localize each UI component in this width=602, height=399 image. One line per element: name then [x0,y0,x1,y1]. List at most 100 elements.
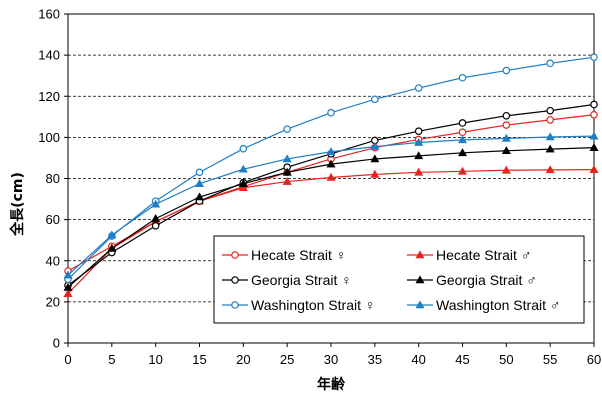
legend-label: Washington Strait ♂ [436,297,560,313]
data-point [238,183,248,192]
data-point [194,192,205,201]
legend-entry: Hecate Strait ♀ [222,247,346,263]
data-point [414,151,424,160]
data-point [545,144,555,153]
data-point [282,167,292,176]
data-point [545,165,555,174]
series-lines [63,53,599,297]
data-point [590,53,598,61]
data-point [414,127,423,136]
y-tick-label: 160 [38,7,60,22]
data-point [502,111,511,120]
x-tick-label: 25 [280,352,294,367]
data-point [589,131,599,140]
data-point [457,166,468,175]
x-tick-label: 15 [192,352,206,367]
x-tick-label: 10 [148,352,162,367]
series-4 [63,143,599,291]
y-tick-label: 100 [38,130,60,145]
data-point [283,125,291,133]
data-point [458,73,467,82]
y-tick-label: 20 [46,294,60,309]
data-point [326,147,336,156]
data-point [370,142,380,150]
legend-swatch-marker [231,251,239,259]
data-point [414,167,424,176]
legend-swatch-marker [231,276,239,284]
data-point [370,154,380,163]
y-tick-labels: 0 20 40 60 80 100 120 140 160 [38,7,60,351]
data-point [546,116,554,124]
data-point [589,143,599,151]
x-tick-label: 30 [324,352,338,367]
data-point [546,106,554,115]
y-tick-label: 0 [53,336,60,351]
data-point [590,110,598,119]
legend-entry: Washington Strait ♂ [407,297,560,313]
data-point [151,199,161,208]
y-axis-label: 全長(cm) [9,172,26,237]
data-point [151,221,160,230]
data-point [327,108,335,117]
data-point [107,243,117,252]
x-tick-label: 35 [368,352,382,367]
x-tick-label: 0 [64,352,71,367]
data-point [457,135,468,144]
data-point [194,179,205,187]
data-point [502,66,511,75]
data-point [326,159,336,168]
data-point [545,132,555,141]
data-point [282,154,292,163]
x-tick-label: 50 [499,352,513,367]
legend-label: Washington Strait ♀ [251,297,375,313]
x-tick-label: 55 [543,352,557,367]
data-point [238,164,248,173]
x-axis-label: 年齢 [317,376,346,393]
legend-swatch-marker [415,275,425,284]
x-tick-label: 5 [108,352,115,367]
y-tick-label: 120 [38,89,60,104]
data-point [501,133,511,142]
data-point [63,270,73,279]
data-point [501,165,511,174]
y-tick-label: 60 [46,212,60,227]
data-point [239,144,248,153]
x-tick-labels: 0 5 10 15 20 25 30 35 40 45 50 55 60 [64,352,601,367]
legend-entry: Georgia Strait ♀ [222,272,352,288]
x-tick-label: 60 [587,352,601,367]
legend-label: Hecate Strait ♂ [436,247,531,263]
data-point [589,165,599,173]
legend-box [213,235,585,324]
data-point [282,176,292,185]
legend-label: Georgia Strait ♀ [251,272,352,288]
series-6 [63,131,599,279]
plot-border [64,13,595,347]
data-point [151,213,161,222]
data-point [107,230,117,239]
legend-swatch-marker [231,301,239,309]
legend-label: Georgia Strait ♂ [436,272,537,288]
legend-label: Hecate Strait ♀ [251,247,346,263]
data-point [370,169,380,178]
data-point [502,121,511,129]
data-point [326,172,336,181]
plot-area-border [67,13,595,344]
legend-swatch-marker [415,300,425,309]
data-point [238,179,248,187]
legend-entry: Georgia Strait ♂ [407,272,537,288]
x-tick-label: 20 [236,352,250,367]
legend-entry: Washington Strait ♀ [222,297,375,313]
legend: Hecate Strait ♀ Hecate Strait ♂ Georgia St… [213,235,585,324]
data-point [457,148,468,157]
x-tick-label: 45 [455,352,469,367]
data-point [195,168,204,177]
data-point [458,128,467,137]
y-tick-label: 40 [46,253,60,268]
data-point [458,119,467,127]
data-point [414,84,423,92]
y-tick-label: 140 [38,48,60,63]
y-tick-label: 80 [46,171,60,186]
data-point [590,100,598,109]
data-point [63,289,73,297]
